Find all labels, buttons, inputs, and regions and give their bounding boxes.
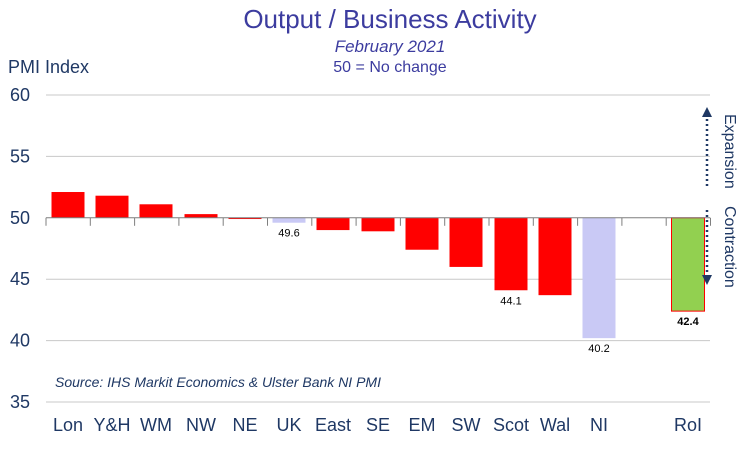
data-label: 42.4 [677, 316, 699, 328]
expansion-arrow-icon [702, 107, 712, 117]
y-tick-label: 35 [10, 392, 30, 412]
category-label: Scot [493, 415, 529, 435]
y-tick-label: 45 [10, 269, 30, 289]
data-label: 44.1 [500, 295, 521, 307]
y-tick-label: 40 [10, 331, 30, 351]
y-axis-label: PMI Index [8, 57, 90, 77]
category-label: UK [276, 415, 301, 435]
expansion-label: Expansion [721, 114, 738, 189]
label-layer: 35 40 45 50 55 60 Lon Y&H WM NW NE UK East SE EM SW Scot… [10, 85, 702, 435]
category-label: NI [590, 415, 608, 435]
bar-em [405, 217, 439, 250]
category-label: SE [366, 415, 390, 435]
contraction-arrow-icon [702, 275, 712, 285]
category-label: RoI [674, 415, 702, 435]
category-label: NW [186, 415, 216, 435]
bar-ni [582, 217, 616, 339]
bar-layer [51, 192, 705, 339]
category-label: WM [140, 415, 172, 435]
category-label: East [315, 415, 351, 435]
bar-yh [95, 195, 129, 218]
category-label: Wal [540, 415, 570, 435]
bar-wal [538, 217, 572, 296]
expansion-annotation: Expansion [702, 107, 738, 189]
category-label: Y&H [93, 415, 130, 435]
y-tick-label: 55 [10, 146, 30, 166]
source-note: Source: IHS Markit Economics & Ulster Ba… [55, 374, 381, 390]
bar-lon [51, 192, 85, 218]
grid-layer [46, 94, 710, 403]
chart-title: Output / Business Activity [243, 4, 537, 34]
category-label: SW [452, 415, 481, 435]
bar-east [316, 217, 350, 231]
contraction-annotation: Contraction [702, 206, 738, 288]
category-label: Lon [53, 415, 83, 435]
bar-sw [449, 217, 483, 267]
data-label: 40.2 [588, 343, 609, 355]
contraction-label: Contraction [721, 206, 738, 288]
bar-uk [272, 217, 306, 223]
bar-scot [494, 217, 528, 291]
axis-layer [45, 217, 711, 226]
bar-nw [184, 214, 218, 218]
bar-se [361, 217, 395, 232]
chart-subtitle: February 2021 [334, 37, 446, 56]
category-label: NE [232, 415, 257, 435]
data-label: 49.6 [278, 228, 299, 240]
y-tick-label: 60 [10, 85, 30, 105]
y-tick-label: 50 [10, 208, 30, 228]
category-label: EM [409, 415, 436, 435]
chart-note: 50 = No change [333, 59, 447, 76]
bar-roi [671, 217, 705, 312]
bar-wm [139, 204, 173, 218]
bar-ne [228, 217, 262, 220]
